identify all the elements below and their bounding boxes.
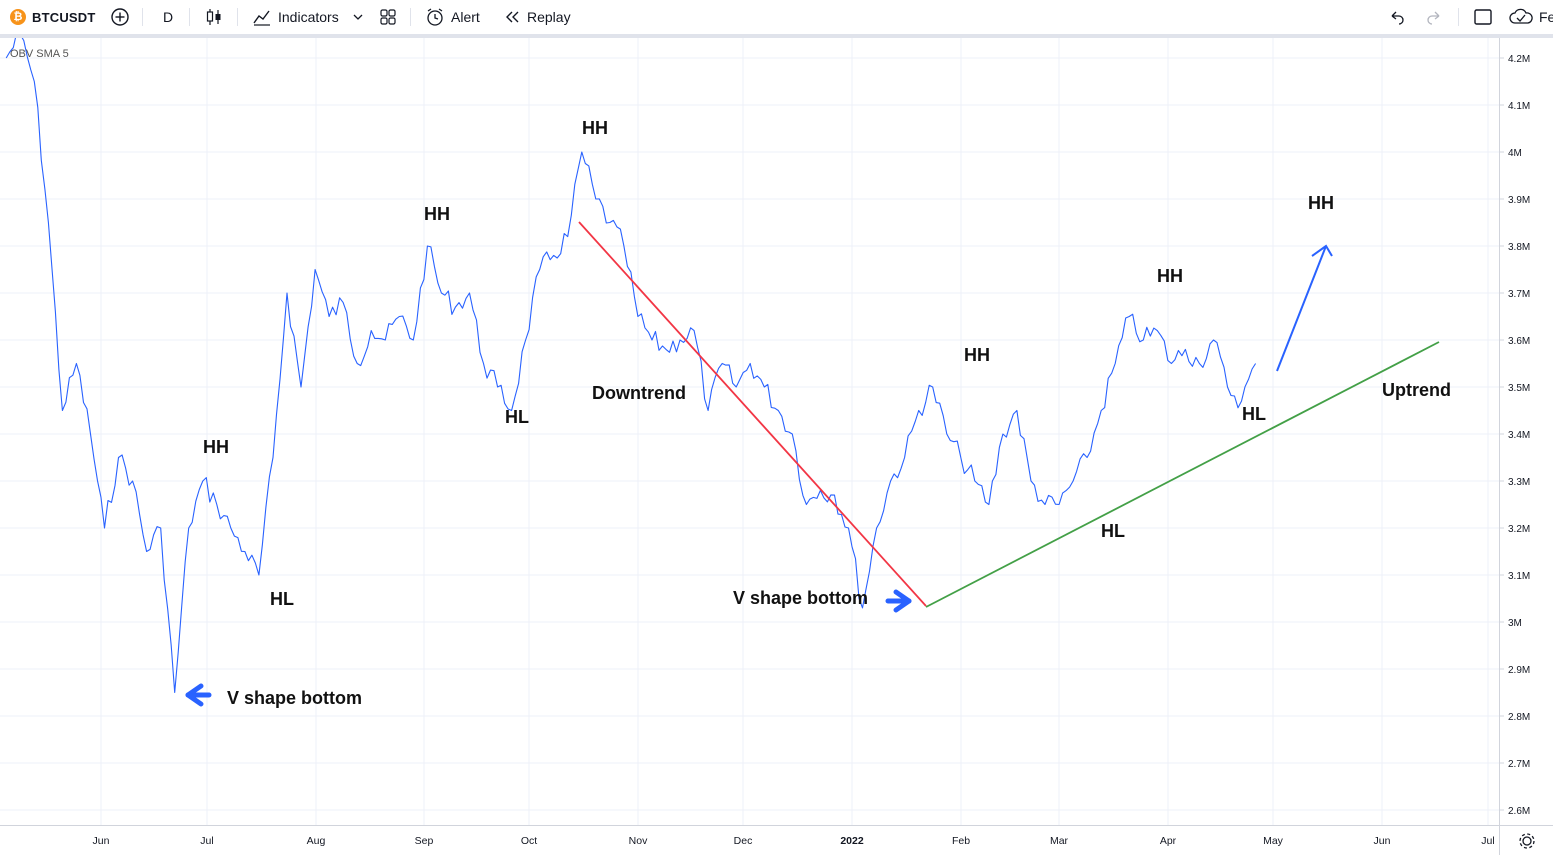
toolbar-divider (189, 8, 190, 26)
annotation-hh: HH (964, 345, 990, 366)
toolbar-divider (237, 8, 238, 26)
plus-circle-icon (110, 7, 130, 27)
toolbar-divider (1458, 8, 1459, 26)
replay-icon (503, 8, 521, 26)
redo-icon (1425, 8, 1443, 26)
time-tick-label: Oct (521, 835, 537, 847)
interval-label: D (163, 9, 173, 25)
price-tick-label: 3.1M (1508, 571, 1530, 582)
time-tick-label: 2022 (840, 835, 864, 847)
time-tick-label: Feb (952, 835, 970, 847)
right-pointer-arrow-icon (888, 592, 909, 610)
price-tick-label: 3.7M (1508, 289, 1530, 300)
time-tick-label: May (1263, 835, 1284, 847)
obv-sma-series-line (6, 38, 1255, 692)
price-tick-label: 3.5M (1508, 383, 1530, 394)
uptrend-line (926, 342, 1439, 607)
annotation-hh: HH (1308, 193, 1334, 214)
publish-label: Fe (1539, 9, 1553, 25)
price-scale[interactable]: 4.2M 4.1M 4M 3.9M 3.8M 3.7M 3.6M 3.5M 3.4M 3.3M 3.… (1500, 38, 1553, 825)
time-tick-label: Aug (307, 835, 326, 847)
projection-arrow-line (1277, 246, 1326, 371)
price-tick-label: 3.6M (1508, 336, 1530, 347)
price-tick-label: 2.7M (1508, 759, 1530, 770)
toolbar-divider (142, 8, 143, 26)
replay-button[interactable]: Replay (503, 0, 571, 34)
replay-label: Replay (527, 9, 571, 25)
undo-icon (1388, 8, 1406, 26)
indicators-dropdown[interactable] (353, 0, 363, 34)
time-tick-label: Apr (1160, 835, 1177, 847)
annotation-hl: HL (270, 589, 294, 610)
price-tick-label: 3M (1508, 618, 1522, 629)
cloud-check-icon (1509, 7, 1533, 27)
redo-button[interactable] (1425, 0, 1443, 34)
price-tick-label: 3.8M (1508, 242, 1530, 253)
grid-lines (0, 38, 1499, 825)
fullscreen-square-icon (1473, 7, 1493, 27)
time-axis[interactable]: Jun Jul Aug Sep Oct Nov Dec 2022 Feb Mar Apr May Jun… (0, 825, 1499, 855)
chart-style-button[interactable] (205, 0, 223, 34)
annotation-v-shape-bottom: V shape bottom (733, 588, 868, 609)
alert-button[interactable]: Alert (425, 0, 480, 34)
chevron-down-icon (353, 12, 363, 22)
time-tick-label: Jun (1374, 835, 1391, 847)
price-tick-label: 2.9M (1508, 665, 1530, 676)
symbol-search[interactable]: ₿ BTCUSDT (10, 0, 96, 34)
chart-area[interactable] (0, 38, 1499, 825)
price-tick-label: 4.1M (1508, 101, 1530, 112)
annotation-hh: HH (1157, 266, 1183, 287)
time-tick-label: Jul (200, 835, 213, 847)
grid-layout-icon (379, 8, 397, 26)
annotation-uptrend: Uptrend (1382, 380, 1451, 401)
time-tick-label: Sep (415, 835, 434, 847)
price-tick-label: 3.9M (1508, 195, 1530, 206)
fullscreen-button[interactable] (1473, 0, 1493, 34)
toolbar-divider (410, 8, 411, 26)
indicators-label: Indicators (278, 9, 339, 25)
price-tick-label: 3.4M (1508, 430, 1530, 441)
annotation-hl: HL (1242, 404, 1266, 425)
gear-icon[interactable] (1500, 826, 1553, 855)
price-tick-label: 2.6M (1508, 806, 1530, 817)
add-symbol-button[interactable] (110, 0, 130, 34)
publish-button[interactable]: Fe (1509, 0, 1553, 34)
time-tick-label: Nov (629, 835, 648, 847)
symbol-name[interactable]: BTCUSDT (32, 10, 96, 25)
candles-icon (205, 7, 223, 27)
downtrend-line (579, 222, 926, 606)
left-pointer-arrow-icon (188, 686, 209, 704)
indicators-button[interactable]: Indicators (252, 0, 339, 34)
price-tick-label: 3.2M (1508, 524, 1530, 535)
time-tick-label: Jul (1481, 835, 1494, 847)
price-tick-label: 4M (1508, 148, 1522, 159)
price-tick-label: 2.8M (1508, 712, 1530, 723)
annotation-hh: HH (424, 204, 450, 225)
undo-button[interactable] (1388, 0, 1406, 34)
annotation-v-shape-bottom: V shape bottom (227, 688, 362, 709)
annotation-hh: HH (582, 118, 608, 139)
annotation-downtrend: Downtrend (592, 383, 686, 404)
time-tick-label: Dec (734, 835, 753, 847)
bitcoin-logo-icon: ₿ (10, 9, 26, 25)
annotation-hh: HH (203, 437, 229, 458)
price-tick-label: 4.2M (1508, 54, 1530, 65)
alert-clock-icon (425, 7, 445, 27)
top-toolbar: ₿ BTCUSDT D Indicators Alert Replay (0, 0, 1553, 34)
settings-corner[interactable] (1499, 825, 1553, 855)
indicators-icon (252, 7, 272, 27)
price-tick-label: 3.3M (1508, 477, 1530, 488)
layouts-button[interactable] (379, 0, 397, 34)
alert-label: Alert (451, 9, 480, 25)
interval-button[interactable]: D (163, 0, 173, 34)
price-axis[interactable]: 4.2M 4.1M 4M 3.9M 3.8M 3.7M 3.6M 3.5M 3.4M 3.3M 3.… (1499, 38, 1553, 825)
obv-chart[interactable] (0, 38, 1499, 825)
annotation-hl: HL (1101, 521, 1125, 542)
time-scale[interactable]: Jun Jul Aug Sep Oct Nov Dec 2022 Feb Mar Apr May Jun… (0, 826, 1499, 855)
time-tick-label: Mar (1050, 835, 1069, 847)
time-tick-label: Jun (93, 835, 110, 847)
indicator-legend[interactable]: OBV SMA 5 (10, 48, 69, 60)
annotation-hl: HL (505, 407, 529, 428)
